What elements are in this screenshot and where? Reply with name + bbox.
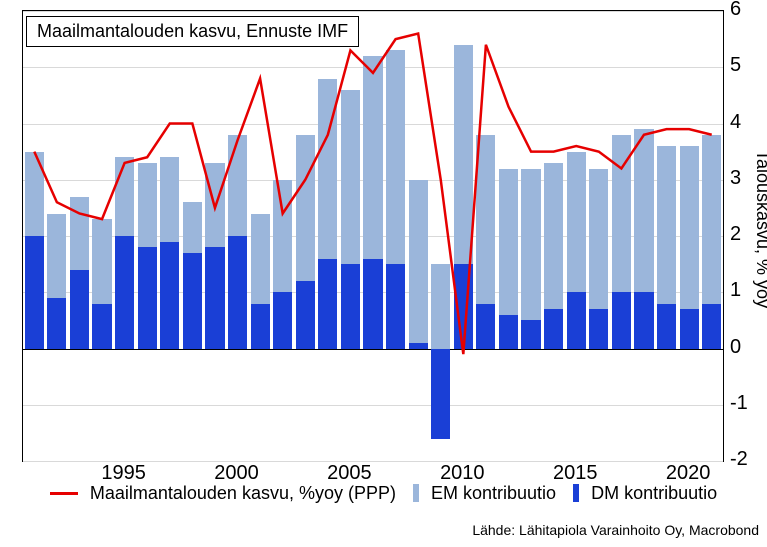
bar-dm <box>657 304 676 349</box>
bar-dm <box>702 304 721 349</box>
bar-em <box>386 50 405 264</box>
legend-label-em: EM kontribuutio <box>431 483 556 503</box>
bar-dm <box>680 309 699 348</box>
bar-em <box>47 214 66 298</box>
y-tick-label: -2 <box>730 448 748 471</box>
bar-dm <box>47 298 66 349</box>
bar-em <box>680 146 699 309</box>
gridline <box>23 405 723 406</box>
legend-swatch-line <box>50 492 78 495</box>
bar-em <box>363 56 382 259</box>
bar-dm <box>296 281 315 349</box>
y-tick-label: 0 <box>730 336 741 359</box>
bar-dm <box>92 304 111 349</box>
bar-em <box>70 197 89 270</box>
bar-em <box>341 90 360 264</box>
bar-em <box>657 146 676 304</box>
bar-em <box>589 169 608 310</box>
bar-em <box>499 169 518 315</box>
bar-dm <box>25 236 44 349</box>
plot-area <box>22 10 724 462</box>
bar-dm <box>589 309 608 348</box>
bar-em <box>115 157 134 236</box>
bar-em <box>318 79 337 259</box>
bar-em <box>251 214 270 304</box>
x-tick-label: 2015 <box>550 462 600 485</box>
bar-em <box>228 135 247 236</box>
x-tick-label: 1995 <box>99 462 149 485</box>
bar-dm <box>431 349 450 439</box>
bar-dm <box>612 292 631 348</box>
bar-dm <box>115 236 134 349</box>
bar-dm <box>386 264 405 348</box>
bar-em <box>25 152 44 236</box>
bar-dm <box>205 247 224 348</box>
source-text: Lähde: Lähitapiola Varainhoito Oy, Macro… <box>472 522 759 538</box>
bar-em <box>296 135 315 281</box>
bar-em <box>138 163 157 247</box>
y-tick-label: 1 <box>730 279 741 302</box>
y-tick-label: 4 <box>730 111 741 134</box>
legend-label-line: Maailmantalouden kasvu, %yoy (PPP) <box>90 483 396 503</box>
y-tick-label: 2 <box>730 223 741 246</box>
bar-dm <box>476 304 495 349</box>
y-tick-label: 3 <box>730 167 741 190</box>
bar-em <box>634 129 653 292</box>
bar-em <box>431 264 450 348</box>
chart-title-box: Maailmantalouden kasvu, Ennuste IMF <box>26 16 359 47</box>
bar-dm <box>273 292 292 348</box>
legend-swatch-em <box>413 484 419 502</box>
bar-dm <box>521 320 540 348</box>
bar-dm <box>318 259 337 349</box>
bar-em <box>454 45 473 264</box>
bar-dm <box>160 242 179 349</box>
bar-em <box>205 163 224 247</box>
bar-em <box>183 202 202 253</box>
bar-dm <box>363 259 382 349</box>
gridline <box>23 11 723 12</box>
bar-dm <box>409 343 428 349</box>
bar-em <box>476 135 495 304</box>
x-tick-label: 2000 <box>212 462 262 485</box>
bar-em <box>544 163 563 309</box>
bar-dm <box>228 236 247 349</box>
bar-dm <box>70 270 89 349</box>
bar-em <box>92 219 111 303</box>
bar-dm <box>454 264 473 348</box>
bar-em <box>160 157 179 241</box>
bar-dm <box>183 253 202 349</box>
bar-em <box>521 169 540 321</box>
bar-dm <box>567 292 586 348</box>
y-tick-label: 5 <box>730 54 741 77</box>
x-tick-label: 2020 <box>663 462 713 485</box>
y-tick-label: 6 <box>730 0 741 21</box>
y-axis-title: Talouskasvu, % yoy <box>752 150 767 308</box>
chart-container: Maailmantalouden kasvu, Ennuste IMF 2018… <box>0 0 767 547</box>
x-tick-label: 2010 <box>437 462 487 485</box>
bar-dm <box>138 247 157 348</box>
bar-em <box>409 180 428 343</box>
bar-em <box>273 180 292 293</box>
bar-dm <box>634 292 653 348</box>
bar-dm <box>499 315 518 349</box>
x-tick-label: 2005 <box>324 462 374 485</box>
bar-em <box>702 135 721 304</box>
legend-swatch-dm <box>573 484 579 502</box>
chart-title: Maailmantalouden kasvu, Ennuste IMF <box>37 21 348 41</box>
bar-em <box>612 135 631 293</box>
bar-dm <box>251 304 270 349</box>
bar-dm <box>341 264 360 348</box>
legend: Maailmantalouden kasvu, %yoy (PPP) EM ko… <box>0 482 767 504</box>
bar-dm <box>544 309 563 348</box>
gridline <box>23 349 723 351</box>
bar-em <box>567 152 586 293</box>
y-tick-label: -1 <box>730 392 748 415</box>
legend-label-dm: DM kontribuutio <box>591 483 717 503</box>
